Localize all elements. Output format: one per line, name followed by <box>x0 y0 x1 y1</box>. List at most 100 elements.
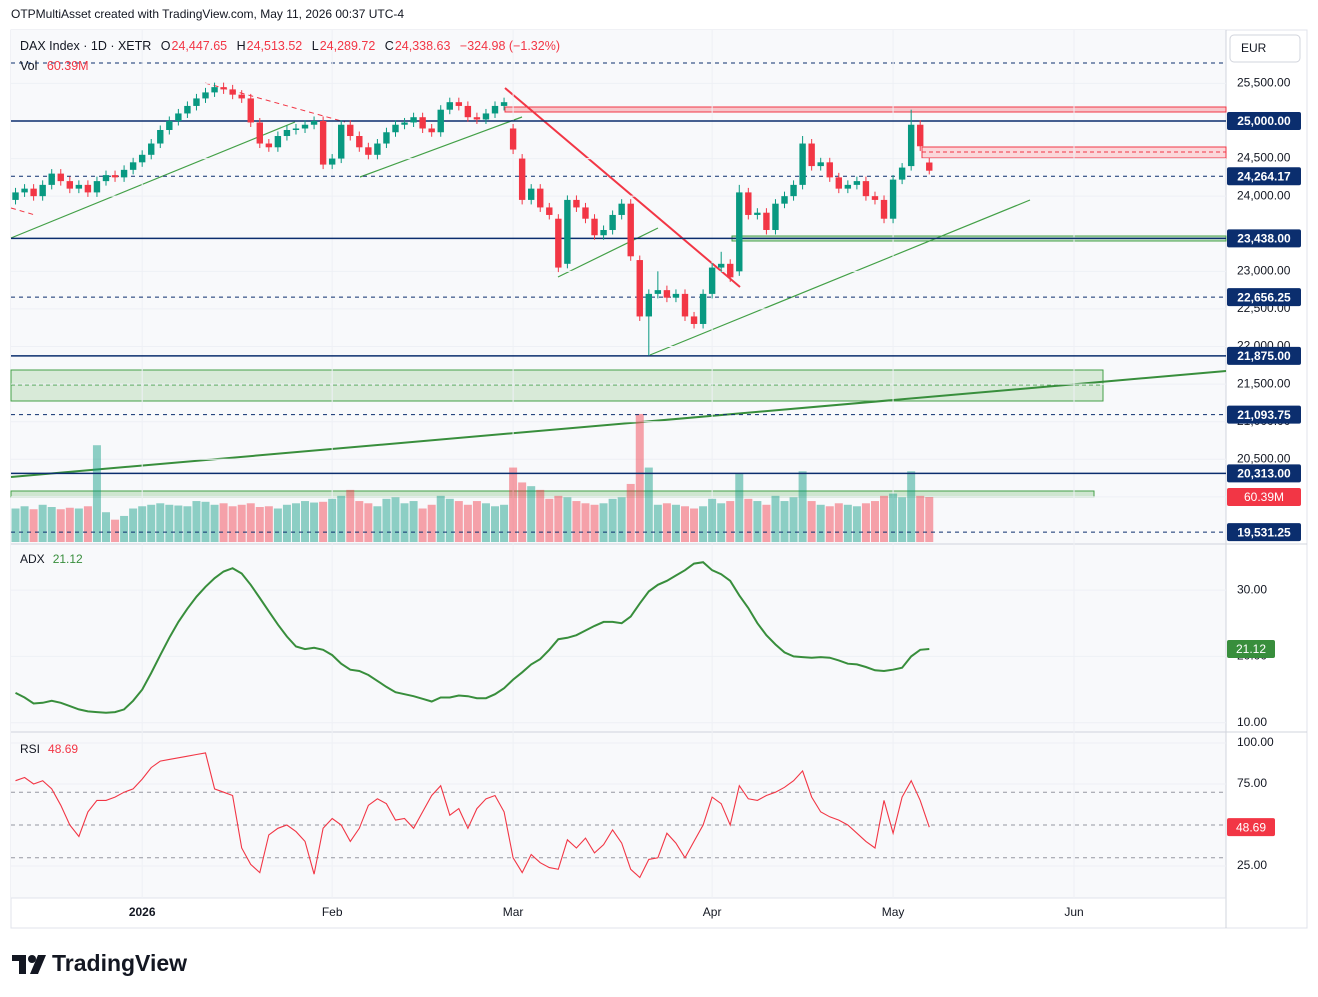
candle-body <box>419 117 426 129</box>
candle-body <box>328 158 336 165</box>
legend-key: L <box>311 39 319 53</box>
candle-body <box>310 120 318 125</box>
trend-line <box>359 116 523 178</box>
candle-body <box>853 181 861 185</box>
candle-body <box>645 293 653 317</box>
x-tick-label: Apr <box>703 905 722 919</box>
indicator-badge-label: 21.12 <box>1236 642 1266 656</box>
candle-body <box>401 122 408 125</box>
candle-body <box>202 92 209 99</box>
volume-bar <box>291 503 300 542</box>
legend-value: 24,289.72 <box>319 39 376 53</box>
candle-body <box>446 102 453 110</box>
candle-body <box>844 184 852 189</box>
volume-bar <box>310 502 319 542</box>
candle-body <box>238 94 245 99</box>
volume-bar <box>355 501 364 542</box>
volume-bar <box>463 504 472 542</box>
volume-bar <box>319 501 328 542</box>
level-badge <box>1227 464 1301 483</box>
trend-line <box>204 82 346 123</box>
volume-bar <box>554 495 563 542</box>
candle-body <box>374 143 381 155</box>
legend-key: O <box>160 39 171 53</box>
candle-body <box>482 113 490 120</box>
candle-body <box>600 229 607 236</box>
logo-part <box>30 955 46 974</box>
volume-bar <box>500 504 509 542</box>
candle-body <box>681 293 689 317</box>
candle-body <box>880 199 888 219</box>
candle-body <box>138 154 146 163</box>
trend-line <box>649 199 1031 356</box>
volume-bar <box>246 503 255 542</box>
volume-bar <box>708 498 717 542</box>
candle-body <box>745 192 752 215</box>
zone <box>10 490 1095 498</box>
volume-bar <box>590 504 599 542</box>
volume-bar <box>301 501 310 542</box>
volume-bar <box>147 504 156 542</box>
logo <box>12 955 46 974</box>
brand: TradingView <box>52 950 187 976</box>
plot-background <box>11 30 1226 898</box>
candle-body <box>57 173 64 182</box>
candle-body <box>871 196 879 200</box>
candle-body <box>627 203 634 257</box>
candle-body <box>30 188 37 197</box>
volume-bar <box>753 501 762 542</box>
candle-body <box>356 136 363 148</box>
candle-body <box>111 175 119 178</box>
volume-bar <box>418 508 427 542</box>
candle-body <box>39 184 46 197</box>
volume-bar <box>771 495 780 542</box>
candle-body <box>754 212 761 215</box>
candle-body <box>654 290 662 294</box>
candle-body <box>509 128 517 150</box>
volume-name: Vol <box>20 59 38 73</box>
candle-body <box>292 128 300 130</box>
volume-bar <box>662 503 671 542</box>
level-label: 24,264.17 <box>1237 169 1291 183</box>
candle-body <box>220 87 227 90</box>
volume-bar <box>744 498 753 542</box>
candle-body <box>717 263 725 268</box>
volume-bar <box>228 506 237 542</box>
volume-bar <box>690 508 699 542</box>
currency-box[interactable] <box>1229 34 1301 63</box>
volume-bar <box>762 504 771 542</box>
candle-body <box>166 120 173 130</box>
volume-legend: Vol 60.39M <box>20 59 90 73</box>
volume-value: 60.39M <box>46 59 89 73</box>
candle-body <box>582 207 589 219</box>
candle-body <box>898 167 906 180</box>
candle-body <box>537 188 544 208</box>
level-badge <box>1227 167 1301 186</box>
candle-body <box>211 87 218 93</box>
volume-bar <box>29 509 38 542</box>
candle-body <box>564 199 571 264</box>
level-label: 21,875.00 <box>1237 349 1291 363</box>
legend-value: 24,447.65 <box>171 39 228 53</box>
volume-bar <box>20 506 29 542</box>
volume-bar <box>92 445 101 542</box>
candle-body <box>699 293 707 324</box>
volume-bar <box>65 507 74 542</box>
volume-bar <box>454 501 463 542</box>
level-badge <box>1227 523 1301 542</box>
candle-body <box>491 105 499 114</box>
trend-line <box>557 227 659 278</box>
x-tick-label: Jun <box>1064 905 1083 919</box>
candle-body <box>347 124 354 137</box>
trend-line <box>10 121 296 239</box>
candle-body <box>66 181 74 189</box>
legend-key: H <box>236 39 246 53</box>
candle-body <box>500 102 508 106</box>
volume-bar <box>138 506 147 542</box>
candle-body <box>265 143 273 148</box>
candle-body <box>736 192 743 272</box>
logo-part <box>19 955 26 974</box>
candle-body <box>708 267 716 294</box>
candle-body <box>690 316 698 324</box>
candle-body <box>274 136 282 148</box>
